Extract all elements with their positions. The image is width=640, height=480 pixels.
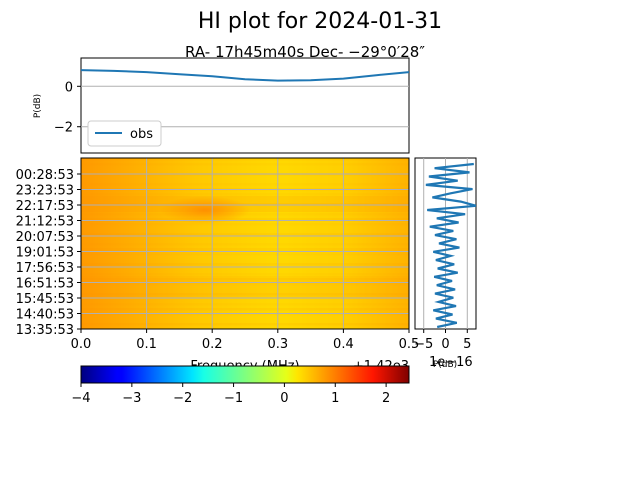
heatmap-band (81, 218, 409, 221)
heatmap-band (81, 196, 409, 212)
heatmap-band (81, 293, 409, 296)
colorbar-gradient (80, 365, 410, 384)
colorbar-tick-label: 2 (382, 391, 390, 406)
heatmap-band (81, 313, 409, 316)
legend-label-obs: obs (130, 127, 153, 142)
heatmap-band (81, 283, 409, 286)
colorbar-tick-label: −2 (173, 391, 192, 406)
heatmap-ytick-label: 15:45:53 (16, 292, 74, 307)
colorbar: −4 −3 −2 −1 0 1 2 (71, 365, 410, 406)
heatmap-ytick-label: 19:01:53 (16, 246, 74, 261)
spectrum-side-panel: −5 0 5 1e−16 P(dB) (414, 157, 477, 370)
heatmap-ytick-label: 17:56:53 (16, 261, 74, 276)
colorbar-tick-label: −4 (71, 391, 90, 406)
heatmap-band (81, 158, 409, 161)
colorbar-tick-label: 0 (280, 391, 288, 406)
heatmap-ytick-label: 23:23:53 (16, 184, 74, 199)
heatmap-band (81, 233, 409, 236)
heatmap-field (81, 158, 409, 329)
heatmap-band (81, 308, 409, 311)
heatmap-band (81, 213, 409, 216)
chart-subtitle: RA- 17h45m40s Dec- −29°0′28″ (185, 43, 425, 61)
heatmap-band (81, 258, 409, 261)
side-spectrum-line (425, 162, 476, 329)
heatmap-band (81, 228, 409, 231)
heatmap-band (81, 178, 409, 181)
heatmap-band (81, 276, 409, 298)
side-offset: 1e−16 (429, 355, 473, 370)
heatmap-band (81, 163, 409, 166)
side-xtick-label: −5 (414, 337, 433, 352)
heatmap-ytick-label: 22:17:53 (16, 199, 74, 214)
colorbar-tick-label: −1 (224, 391, 243, 406)
heatmap-band (81, 203, 409, 206)
side-xlabel: P(dB) (433, 360, 457, 370)
colorbar-tick-label: 1 (331, 391, 339, 406)
heatmap-ytick-label: 21:12:53 (16, 215, 74, 230)
heatmap-ytick-label: 00:28:53 (16, 168, 74, 183)
heatmap-xtick-label: 0.0 (71, 337, 92, 352)
power-panel: 0 −2 P(dB) obs (33, 57, 410, 154)
heatmap-band (81, 238, 409, 241)
heatmap-xtick-label: 0.1 (136, 337, 157, 352)
power-ytick-label: −2 (54, 121, 73, 136)
heatmap-band (81, 168, 409, 171)
heatmap-band (81, 243, 409, 246)
side-xtick-label: 5 (463, 337, 471, 352)
power-ylabel: P(dB) (33, 94, 43, 118)
heatmap-ytick-label: 14:40:53 (16, 308, 74, 323)
heatmap-xtick-label: 0.3 (267, 337, 288, 352)
heatmap-band (81, 268, 409, 271)
heatmap-band (81, 193, 409, 196)
heatmap-xtick-label: 0.5 (399, 337, 420, 352)
heatmap-ytick-label: 20:07:53 (16, 230, 74, 245)
heatmap-band (81, 263, 409, 266)
heatmap-band (81, 318, 409, 321)
heatmap-band (81, 253, 409, 256)
legend: obs (87, 120, 162, 147)
heatmap-ytick-label: 16:51:53 (16, 277, 74, 292)
series-obs-line (81, 69, 409, 82)
heatmap-band (81, 223, 409, 226)
colorbar-tick-label: −3 (122, 391, 141, 406)
side-xtick-label: 0 (441, 337, 449, 352)
heatmap-blob (160, 196, 250, 224)
heatmap-band (81, 323, 409, 326)
heatmap-ytick-label: 13:35:53 (16, 323, 74, 338)
heatmap-band (81, 183, 409, 186)
heatmap-xtick-label: 0.4 (333, 337, 354, 352)
heatmap-band (81, 273, 409, 276)
waterfall-panel: 0.0 0.1 0.2 0.3 0.4 0.5 00:28:5323:23:5322:17:… (16, 157, 420, 374)
chart-title: HI plot for 2024-01-31 (198, 9, 442, 34)
heatmap-band (81, 303, 409, 306)
power-ytick-label: 0 (65, 80, 73, 95)
heatmap-band (81, 278, 409, 281)
heatmap-xtick-label: 0.2 (202, 337, 223, 352)
heatmap-band (81, 248, 409, 251)
